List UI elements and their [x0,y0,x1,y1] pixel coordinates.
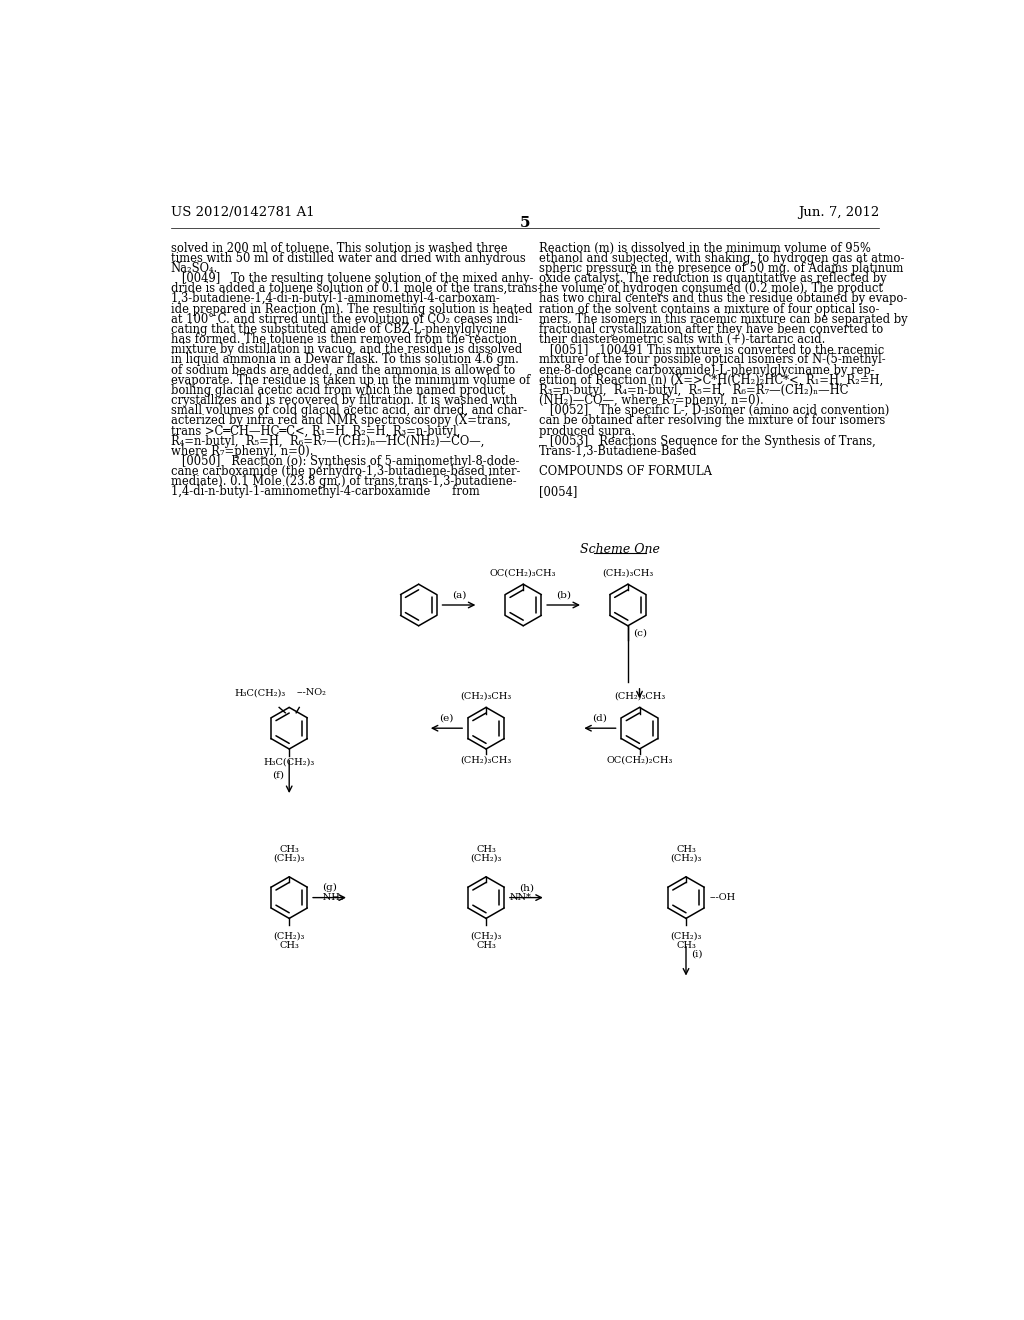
Text: [0049]   To the resulting toluene solution of the mixed anhy-: [0049] To the resulting toluene solution… [171,272,534,285]
Text: has two chiral centers and thus the residue obtained by evapo-: has two chiral centers and thus the resi… [539,293,907,305]
Text: trans >C═CH—HC═C<, R₁=H, R₂=H, R₃=n-butyl,: trans >C═CH—HC═C<, R₁=H, R₂=H, R₃=n-buty… [171,425,460,437]
Text: 1,4-di-n-butyl-1-aminomethyl-4-carboxamide      from: 1,4-di-n-butyl-1-aminomethyl-4-carboxami… [171,486,479,499]
Text: can be obtained after resolving the mixture of four isomers: can be obtained after resolving the mixt… [539,414,885,428]
Text: CH₃: CH₃ [676,941,696,950]
Text: Jun. 7, 2012: Jun. 7, 2012 [798,206,879,219]
Text: times with 50 ml of distilled water and dried with anhydrous: times with 50 ml of distilled water and … [171,252,525,265]
Text: spheric pressure in the presence of 50 mg. of Adams platinum: spheric pressure in the presence of 50 m… [539,261,903,275]
Text: (i): (i) [691,950,702,958]
Text: where R₇=phenyl, n=0).: where R₇=phenyl, n=0). [171,445,313,458]
Text: ---NO₂: ---NO₂ [297,689,327,697]
Text: [0052]   The specific L-, D-isomer (amino acid convention): [0052] The specific L-, D-isomer (amino … [539,404,889,417]
Text: (CH₂)₃CH₃: (CH₂)₃CH₃ [613,692,666,701]
Text: (f): (f) [272,771,284,780]
Text: fractional crystallization after they have been converted to: fractional crystallization after they ha… [539,323,883,335]
Text: dride is added a toluene solution of 0.1 mole of the trans,trans-: dride is added a toluene solution of 0.1… [171,282,541,296]
Text: ene-8-dodecane carboxamide)-L-phenylglyciname by rep-: ene-8-dodecane carboxamide)-L-phenylglyc… [539,363,874,376]
Text: cane carboxamide (the perhydro-1,3-butadiene-based inter-: cane carboxamide (the perhydro-1,3-butad… [171,465,520,478]
Text: Reaction (m) is dissolved in the minimum volume of 95%: Reaction (m) is dissolved in the minimum… [539,242,870,255]
Text: crystallizes and is recovered by filtration. It is washed with: crystallizes and is recovered by filtrat… [171,393,517,407]
Text: ide prepared in Reaction (m). The resulting solution is heated: ide prepared in Reaction (m). The result… [171,302,532,315]
Text: in liquid ammonia in a Dewar flask. To this solution 4.6 gm.: in liquid ammonia in a Dewar flask. To t… [171,354,518,367]
Text: OC(CH₂)₃CH₃: OC(CH₂)₃CH₃ [490,569,556,577]
Text: (CH₂)₃: (CH₂)₃ [273,853,305,862]
Text: Na₂SO₄.: Na₂SO₄. [171,261,218,275]
Text: their diastereometric salts with (+)-tartaric acid.: their diastereometric salts with (+)-tar… [539,333,825,346]
Text: ethanol and subjected, with shaking, to hydrogen gas at atmo-: ethanol and subjected, with shaking, to … [539,252,904,265]
Text: the volume of hydrogen consumed (0.2 mole). The product: the volume of hydrogen consumed (0.2 mol… [539,282,883,296]
Text: has formed. The toluene is then removed from the reaction: has formed. The toluene is then removed … [171,333,517,346]
Text: mediate). 0.1 Mole (23.8 gm.) of trans,trans-1,3-butadiene-: mediate). 0.1 Mole (23.8 gm.) of trans,t… [171,475,516,488]
Text: (e): (e) [439,714,454,723]
Text: cating that the substituted amide of CBZ-L-phenylglycine: cating that the substituted amide of CBZ… [171,323,506,335]
Text: R₃=n-butyl,  R₄=n-butyl,  R₅=H,  R₆=R₇—(CH₂)ₙ—HC: R₃=n-butyl, R₄=n-butyl, R₅=H, R₆=R₇—(CH₂… [539,384,848,397]
Text: at 100° C. and stirred until the evolution of CO₂ ceases indi-: at 100° C. and stirred until the evoluti… [171,313,522,326]
Text: produced supra.: produced supra. [539,425,635,437]
Text: 5: 5 [519,216,530,230]
Text: Scheme One: Scheme One [581,544,660,557]
Text: COMPOUNDS OF FORMULA: COMPOUNDS OF FORMULA [539,465,712,478]
Text: R₄=n-butyl,  R₅=H,  R₆=R₇—(CH₂)ₙ—HC(NH₂)—CO—,: R₄=n-butyl, R₅=H, R₆=R₇—(CH₂)ₙ—HC(NH₂)—C… [171,434,484,447]
Text: (CH₂)₃CH₃: (CH₂)₃CH₃ [602,569,653,577]
Text: CH₃: CH₃ [280,941,299,950]
Text: boiling glacial acetic acid from which the named product: boiling glacial acetic acid from which t… [171,384,505,397]
Text: H₃C(CH₂)₃: H₃C(CH₂)₃ [234,689,286,697]
Text: OC(CH₂)₂CH₃: OC(CH₂)₂CH₃ [606,756,673,764]
Text: small volumes of cold glacial acetic acid, air dried, and char-: small volumes of cold glacial acetic aci… [171,404,526,417]
Text: [0054]: [0054] [539,486,578,499]
Text: (CH₂)₃: (CH₂)₃ [671,853,701,862]
Text: (CH₂)₃CH₃: (CH₂)₃CH₃ [461,756,512,764]
Text: (g): (g) [323,883,337,892]
Text: mixture by distillation in vacuo, and the residue is dissolved: mixture by distillation in vacuo, and th… [171,343,522,356]
Text: Trans-1,3-Butadiene-Based: Trans-1,3-Butadiene-Based [539,445,697,458]
Text: ---OH: ---OH [710,894,736,902]
Text: (c): (c) [633,628,647,638]
Text: (CH₂)₃: (CH₂)₃ [470,932,502,940]
Text: (a): (a) [452,590,466,599]
Text: CH₃: CH₃ [676,845,696,854]
Text: (CH₂)₃: (CH₂)₃ [273,932,305,940]
Text: (h): (h) [519,883,534,892]
Text: ration of the solvent contains a mixture of four optical iso-: ration of the solvent contains a mixture… [539,302,880,315]
Text: acterized by infra red and NMR spectroscosopy (X=trans,: acterized by infra red and NMR spectrosc… [171,414,511,428]
Text: (CH₂)₃: (CH₂)₃ [470,853,502,862]
Text: [0051]   100491 This mixture is converted to the racemic: [0051] 100491 This mixture is converted … [539,343,884,356]
Text: ---NH₂: ---NH₂ [313,894,344,902]
Text: oxide catalyst. The reduction is quantitative as reflected by: oxide catalyst. The reduction is quantit… [539,272,887,285]
Text: 1,3-butadiene-1,4-di-n-butyl-1-aminomethyl-4-carboxam-: 1,3-butadiene-1,4-di-n-butyl-1-aminometh… [171,293,501,305]
Text: (CH₂)₃CH₃: (CH₂)₃CH₃ [461,692,512,701]
Text: etition of Reaction (n) (X=>C*H(CH₂)₂HC*<, R₁=H, R₂=H,: etition of Reaction (n) (X=>C*H(CH₂)₂HC*… [539,374,883,387]
Text: [0050]   Reaction (o): Synthesis of 5-aminomethyl-8-dode-: [0050] Reaction (o): Synthesis of 5-amin… [171,455,519,469]
Text: mers. The isomers in this racemic mixture can be separated by: mers. The isomers in this racemic mixtur… [539,313,907,326]
Text: solved in 200 ml of toluene. This solution is washed three: solved in 200 ml of toluene. This soluti… [171,242,507,255]
Text: (NH₂)—CO—, where R₇=phenyl, n=0).: (NH₂)—CO—, where R₇=phenyl, n=0). [539,393,764,407]
Text: [0053]   Reactions Sequence for the Synthesis of Trans,: [0053] Reactions Sequence for the Synthe… [539,434,876,447]
Text: US 2012/0142781 A1: US 2012/0142781 A1 [171,206,314,219]
Text: NN*: NN* [510,894,531,902]
Text: CH₃: CH₃ [476,845,496,854]
Text: of sodium beads are added, and the ammonia is allowed to: of sodium beads are added, and the ammon… [171,363,515,376]
Text: mixture of the four possible optical isomers of N-(5-methyl-: mixture of the four possible optical iso… [539,354,886,367]
Text: (d): (d) [593,714,607,723]
Text: (CH₂)₃: (CH₂)₃ [671,932,701,940]
Text: CH₃: CH₃ [280,845,299,854]
Text: evaporate. The residue is taken up in the minimum volume of: evaporate. The residue is taken up in th… [171,374,529,387]
Text: H₃C(CH₂)₃: H₃C(CH₂)₃ [263,758,314,767]
Text: (b): (b) [556,590,571,599]
Text: CH₃: CH₃ [476,941,496,950]
